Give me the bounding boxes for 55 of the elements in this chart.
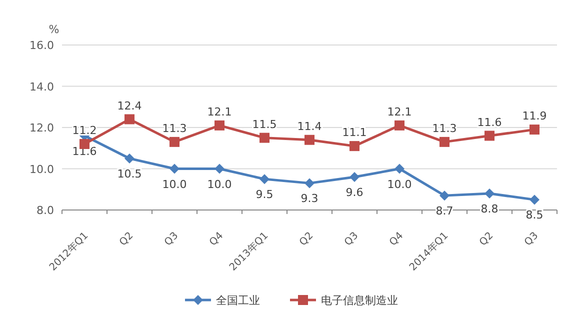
x-tick-label: Q2 [298, 230, 316, 248]
data-label: 11.2 [72, 124, 97, 137]
x-tick-label: Q4 [208, 230, 226, 248]
point [440, 190, 450, 201]
x-tick-label: Q3 [522, 230, 541, 248]
y-tick-label: 16.0 [30, 39, 54, 52]
data-label: 9.3 [300, 192, 318, 206]
point [394, 164, 404, 174]
y-tick-label: 12.0 [30, 122, 54, 134]
point [350, 172, 360, 182]
y-axis-title: % [48, 23, 60, 36]
x-tick-label: Q2 [118, 230, 136, 248]
point [214, 120, 224, 130]
point [124, 153, 134, 164]
data-label: 11.9 [522, 110, 547, 123]
point [530, 194, 540, 205]
point [304, 134, 314, 145]
point [170, 136, 180, 147]
data-label: 10.0 [207, 178, 232, 191]
point [394, 120, 404, 130]
y-tick-label: 14.0 [30, 80, 54, 94]
data-label: 12.1 [387, 105, 412, 118]
data-label: 10.0 [387, 178, 412, 191]
point [350, 141, 360, 152]
data-label: 12.1 [207, 105, 232, 118]
y-tick-label: 10.0 [30, 162, 54, 176]
point [260, 174, 270, 184]
point [260, 132, 270, 143]
point [170, 164, 180, 174]
data-label: 10.5 [117, 167, 142, 180]
data-label: 8.5 [526, 208, 544, 222]
point [530, 124, 540, 135]
point [124, 114, 134, 124]
data-label: 12.4 [117, 99, 142, 112]
point [440, 136, 450, 147]
x-tick-label: Q3 [162, 230, 181, 248]
data-label: 11.1 [342, 126, 367, 140]
data-label: 9.6 [346, 186, 364, 199]
data-label: 9.5 [256, 188, 274, 202]
x-tick-label: Q2 [478, 230, 496, 248]
data-label: 11.3 [432, 122, 457, 135]
x-tick-label: Q4 [388, 230, 406, 248]
legend-label: 电子信息制造业 [321, 294, 398, 307]
legend-label: 全国工业 [216, 294, 260, 307]
data-label: 11.6 [477, 116, 502, 129]
data-label: 11.4 [297, 120, 322, 133]
point [214, 164, 224, 174]
data-label: 10.0 [162, 178, 187, 191]
point [484, 188, 494, 198]
data-label: 11.5 [252, 118, 277, 131]
point [304, 178, 314, 188]
data-label: 11.3 [162, 122, 187, 135]
point [484, 130, 494, 141]
y-tick-label: 8.0 [36, 204, 54, 217]
x-tick-label: Q3 [342, 230, 361, 248]
